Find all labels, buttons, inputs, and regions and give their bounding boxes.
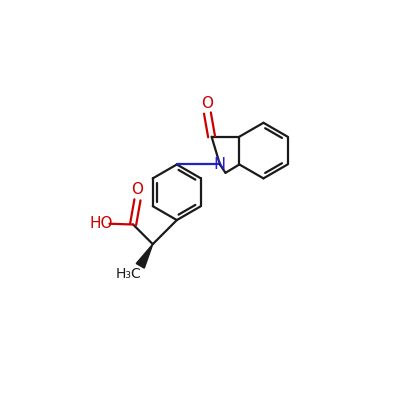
Text: O: O bbox=[202, 96, 214, 111]
Text: HO: HO bbox=[89, 216, 113, 231]
Text: H₃C: H₃C bbox=[116, 267, 142, 281]
Text: O: O bbox=[132, 182, 144, 197]
Text: N: N bbox=[214, 157, 226, 172]
Polygon shape bbox=[136, 244, 153, 268]
